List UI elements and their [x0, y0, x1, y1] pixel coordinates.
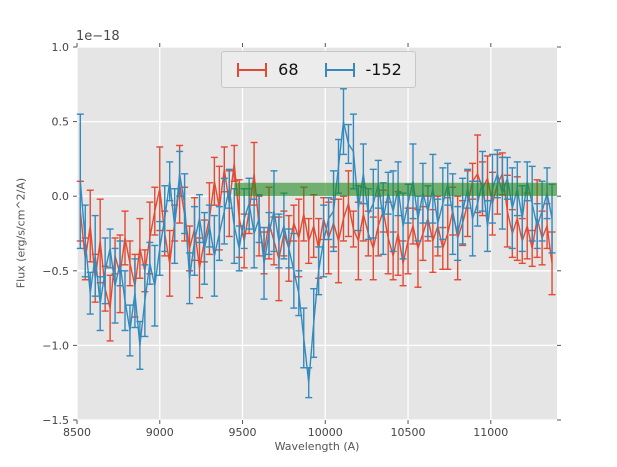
series-line--152	[79, 121, 553, 383]
zero-flux-band	[234, 182, 557, 197]
x-tick-label: 10500	[391, 426, 426, 439]
y-axis-offset-label: 1e−18	[76, 29, 120, 44]
legend-label-blue: -152	[365, 59, 402, 79]
y-tick-label: 0.0	[52, 190, 70, 203]
legend: 68 -152	[221, 51, 416, 88]
legend-label-red: 68	[278, 59, 299, 79]
tick-labels: 8500 9000 9500 10000 10500 11000 1.0 0.5 0.0 −0.5…	[42, 41, 508, 439]
x-tick-label: 9500	[229, 426, 257, 439]
y-tick-label: −0.5	[42, 265, 69, 278]
legend-entry-red: 68	[235, 59, 299, 79]
x-tick-label: 11000	[473, 426, 508, 439]
x-axis-label: Wavelength (A)	[274, 440, 360, 453]
errorbar-handle-red-icon	[237, 62, 268, 77]
y-tick-label: 0.5	[52, 116, 70, 129]
x-tick-label: 9000	[146, 426, 174, 439]
x-tick-label: 10000	[308, 426, 343, 439]
tick-marks	[73, 43, 561, 424]
series-line-68	[79, 163, 553, 309]
x-tick-label: 8500	[63, 426, 91, 439]
legend-entry-blue: -152	[323, 61, 402, 79]
y-tick-label: −1.0	[42, 339, 69, 352]
y-tick-label: 1.0	[52, 41, 70, 54]
y-tick-label: −1.5	[42, 414, 69, 427]
errorbar-handle-blue-icon	[324, 62, 355, 77]
plot-area	[77, 47, 557, 420]
y-axis-label: Flux (erg/s/cm^2/A)	[14, 177, 28, 289]
